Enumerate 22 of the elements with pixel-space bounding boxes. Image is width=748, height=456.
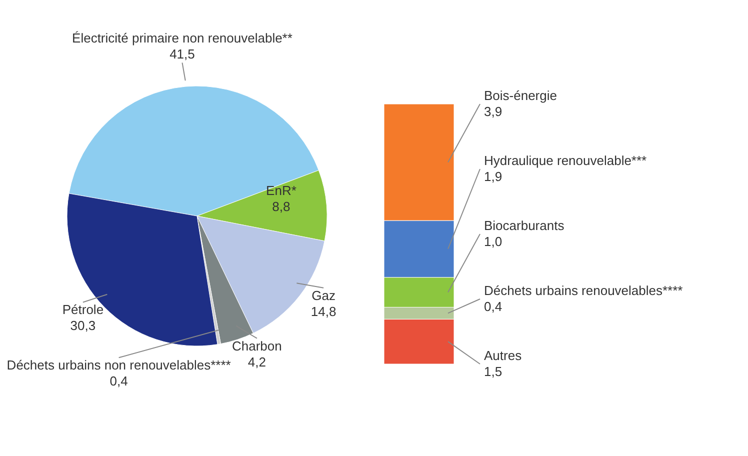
data-label: 4,2: [248, 354, 266, 370]
slice-label: Gaz: [312, 288, 336, 303]
data-label: 1,5: [484, 364, 502, 379]
data-label: 0,4: [484, 299, 502, 314]
data-label: 41,5: [170, 46, 195, 62]
slice-label: Déchets urbains non renouvelables****: [6, 358, 231, 373]
data-label: 1,9: [484, 169, 502, 184]
text: Autres: [484, 348, 522, 363]
text: Hydraulique renouvelable***: [484, 153, 647, 168]
text: Déchets urbains renouvelables****: [484, 283, 683, 298]
data-label: 8,8: [272, 198, 290, 214]
data-label: 14,8: [310, 304, 336, 319]
data-label: 0,4: [110, 374, 128, 389]
text: Biocarburants: [484, 218, 565, 233]
data-label: 1,0: [484, 234, 502, 249]
slice-label: Électricité primaire non renouvelable**: [72, 30, 292, 46]
slice-label: EnR*: [266, 182, 296, 198]
slice-label: Charbon: [232, 338, 282, 354]
data-label: 30,3: [70, 318, 96, 334]
text: Bois-énergie: [484, 88, 557, 103]
slice-label: Pétrole: [62, 302, 104, 318]
data-label: 3,9: [484, 104, 502, 119]
